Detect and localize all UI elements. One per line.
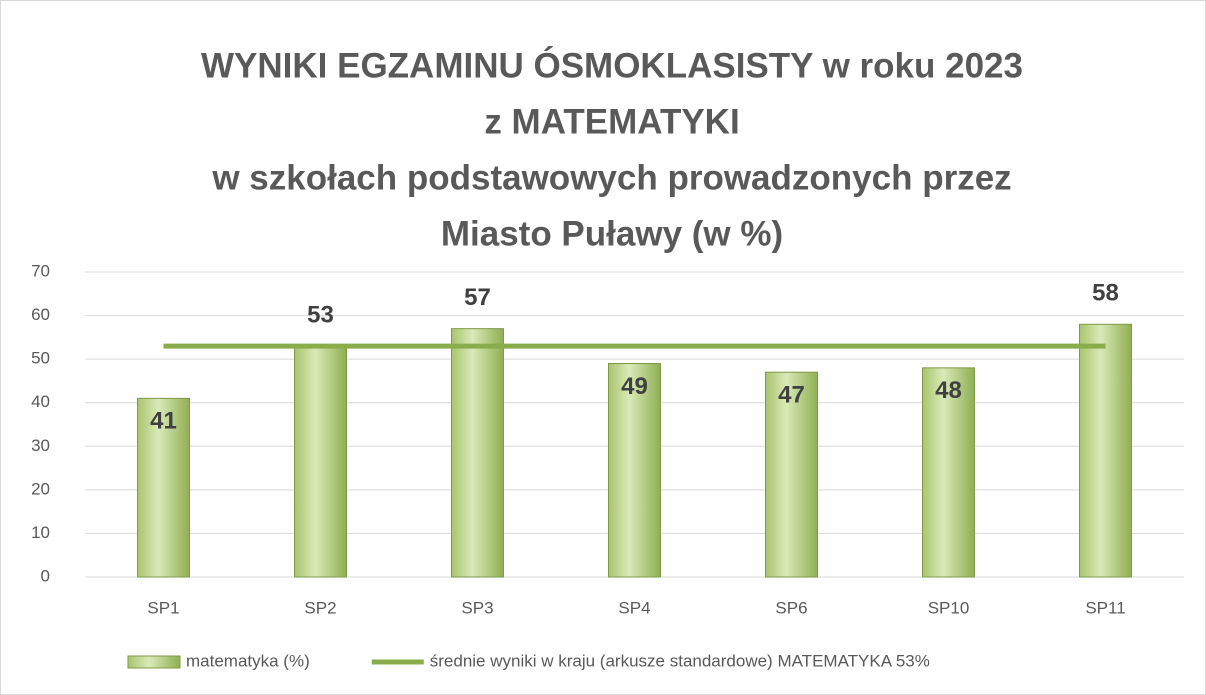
x-tick-label: SP11: [1085, 598, 1125, 617]
y-tick-label: 10: [31, 523, 50, 542]
y-tick-label: 60: [31, 305, 50, 324]
legend-label: matematyka (%): [186, 651, 310, 670]
value-label: 57: [464, 284, 491, 311]
chart-title: Miasto Puławy (w %): [441, 214, 783, 253]
legend-label: średnie wyniki w kraju (arkusze standard…: [430, 651, 930, 670]
bar: [922, 367, 975, 578]
x-tick-label: SP2: [304, 598, 336, 617]
y-tick-label: 30: [31, 436, 50, 455]
y-tick-label: 40: [31, 392, 50, 411]
legend-swatch: [127, 655, 181, 669]
x-tick-label: SP3: [461, 598, 493, 617]
bar: [765, 371, 818, 578]
value-label: 41: [150, 408, 177, 435]
x-tick-label: SP6: [775, 598, 807, 617]
chart-title: WYNIKI EGZAMINU ÓSMOKLASISTY w roku 2023: [201, 45, 1023, 85]
value-label: 49: [621, 373, 648, 400]
value-label: 58: [1092, 280, 1119, 307]
value-label: 48: [935, 377, 962, 404]
value-label: 47: [778, 382, 805, 409]
x-tick-label: SP1: [147, 598, 179, 617]
bar: [294, 345, 347, 578]
y-tick-label: 20: [31, 479, 50, 498]
bar: [451, 328, 504, 578]
chart-title: z MATEMATYKI: [484, 102, 739, 141]
x-tick-label: SP4: [618, 598, 650, 617]
y-tick-label: 50: [31, 349, 50, 368]
y-tick-label: 70: [31, 261, 50, 280]
x-tick-label: SP10: [928, 598, 970, 617]
bar: [137, 397, 190, 578]
bar: [608, 363, 661, 578]
bar: [1079, 323, 1132, 578]
chart-title: w szkołach podstawowych prowadzonych prz…: [211, 158, 1011, 197]
value-label: 53: [307, 301, 334, 328]
y-tick-label: 0: [41, 566, 50, 585]
